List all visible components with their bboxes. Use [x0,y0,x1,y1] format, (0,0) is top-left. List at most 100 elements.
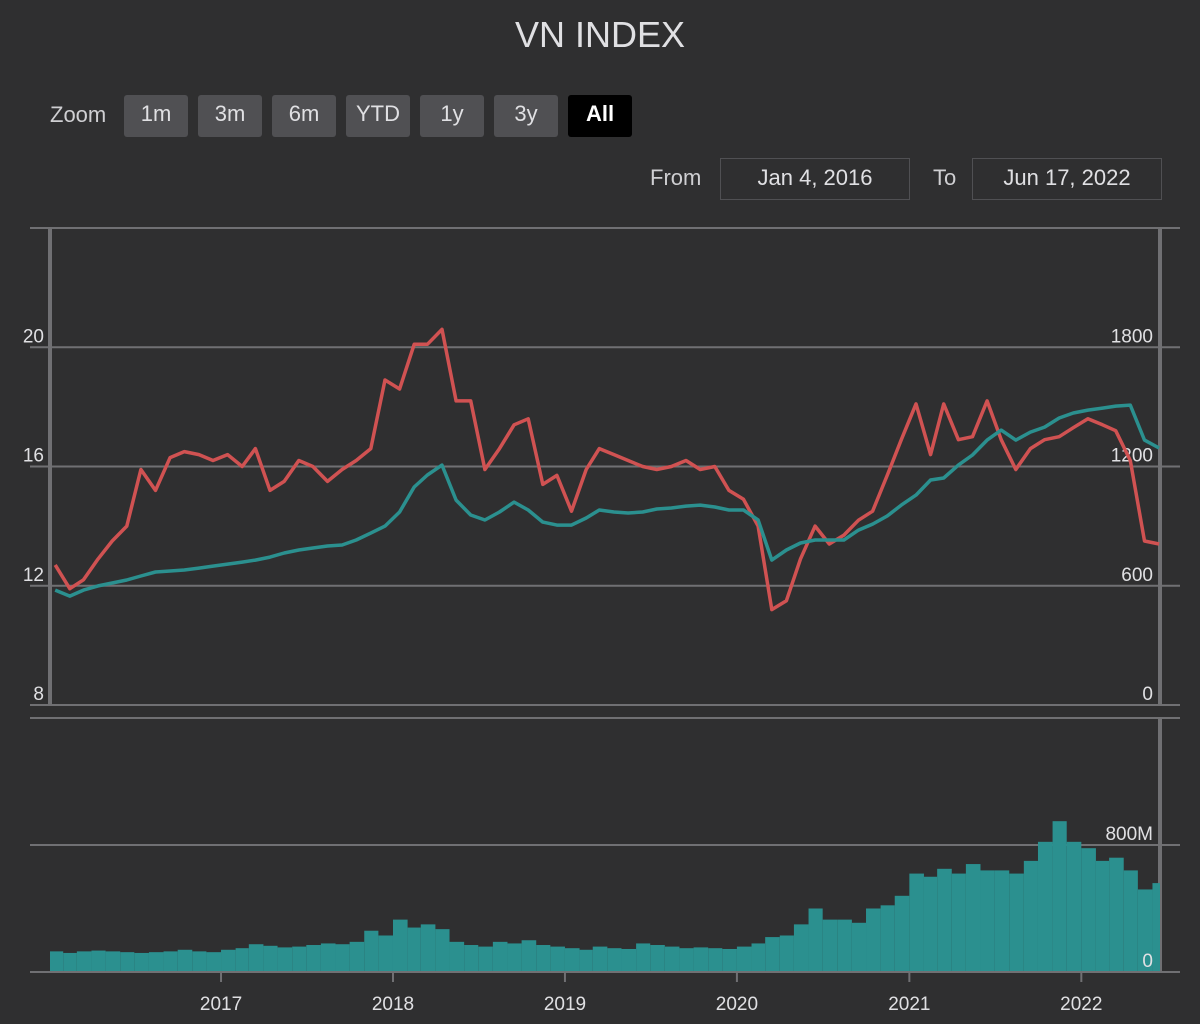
volume-bar [965,864,981,972]
volume-bar [923,876,938,972]
volume-bar [263,945,278,972]
volume-bar [91,950,106,972]
volume-bar [636,943,651,972]
volume-bar [664,946,680,972]
volume-bar [822,919,838,972]
volume-bar [364,930,379,972]
volume-bar [564,948,580,972]
volume-bar [464,945,479,972]
volume-bar [1137,889,1153,972]
volume-bar [378,935,393,972]
volume-bar [779,935,794,972]
volume-bar [880,905,895,972]
volume-bar [50,951,64,972]
to-date-input[interactable]: Jun 17, 2022 [972,158,1162,200]
x-axis-label: 2019 [544,994,586,1015]
volume-bar [235,948,249,972]
zoom-button-3y[interactable]: 3y [494,95,558,137]
from-date-input[interactable]: Jan 4, 2016 [720,158,910,200]
volume-bar [1123,870,1138,972]
from-label: From [650,165,702,190]
volume-bar [163,951,178,972]
volume-bar [105,951,121,972]
chart-title: VN INDEX [514,14,686,55]
volume-bar [320,943,336,972]
zoom-button-1m[interactable]: 1m [124,95,188,137]
volume-bar [206,952,222,972]
volume-bar [607,948,622,972]
x-axis-label: 2021 [888,994,930,1015]
volume-bar [1095,860,1110,972]
volume-bar [306,945,321,972]
zoom-button-1y[interactable]: 1y [420,95,484,137]
volume-bar [349,941,365,972]
zoom-button-ytd[interactable]: YTD [346,95,410,137]
volume-bar [76,951,92,972]
volume-bar [277,947,293,972]
volume-bar [536,945,551,972]
left-axis-label: 20 [23,326,44,347]
volume-bar [335,944,350,972]
volume-bar [1037,841,1053,972]
index-line [54,403,1160,598]
volume-bar [708,948,723,972]
right-axis-label: 1200 [1111,446,1153,467]
volume-bar [1023,860,1038,972]
volume-bar [177,949,193,972]
volume-bar [837,919,852,972]
volume-bar [937,868,952,972]
volume-bar [392,919,408,972]
left-axis-label: 8 [33,684,44,705]
volume-axis-label: 0 [1142,951,1153,972]
volume-bar [894,895,910,972]
volume-bar [592,946,608,972]
pe-line [53,327,1160,612]
volume-bar [1081,848,1096,972]
left-axis-label: 16 [23,446,44,467]
volume-bar [1066,841,1082,972]
volume-bar [693,947,709,972]
x-axis-label: 2022 [1060,994,1102,1015]
zoom-label: Zoom [50,102,107,127]
volume-bar [951,873,966,972]
volume-bar [980,870,995,972]
zoom-button-3m[interactable]: 3m [198,95,262,137]
volume-bar [1152,883,1160,972]
volume-bar [478,946,493,972]
volume-bar [407,927,421,972]
volume-bar [1109,857,1124,972]
volume-bar [736,946,752,972]
volume-bar [192,951,207,972]
volume-bar [63,952,77,972]
volume-bar [449,941,465,972]
volume-bar [866,908,881,972]
x-axis-label: 2018 [372,994,414,1015]
volume-bar [1009,873,1024,972]
volume-bar [679,948,694,972]
volume-bar [909,873,924,972]
zoom-button-6m[interactable]: 6m [272,95,336,137]
volume-bar [793,924,809,972]
right-axis-label: 0 [1142,684,1153,705]
volume-bar [621,948,637,972]
volume-bar [435,929,450,972]
volume-bar [248,944,264,972]
x-axis-label: 2020 [716,994,758,1015]
left-axis-label: 12 [23,565,44,586]
volume-bar [650,945,665,972]
volume-bar [751,943,766,972]
volume-bar [579,949,593,972]
right-axis-label: 1800 [1111,326,1153,347]
right-axis-label: 600 [1121,565,1153,586]
zoom-button-all[interactable]: All [568,95,632,137]
volume-bar [492,941,508,972]
volume-bar [292,946,307,972]
to-label: To [933,165,957,190]
volume-bar [134,952,149,972]
volume-series [50,821,1160,972]
volume-bar [1052,821,1067,972]
volume-bar [808,908,823,972]
volume-bar [221,949,236,972]
volume-bar [994,870,1010,972]
